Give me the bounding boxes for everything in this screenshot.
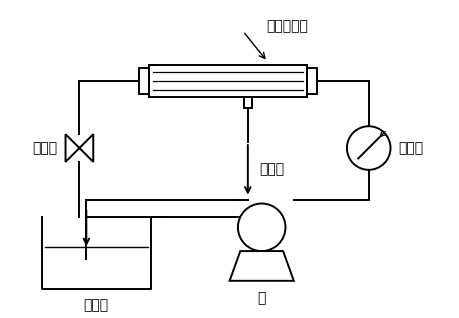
Bar (244, 96, 252, 108)
Polygon shape (66, 134, 79, 162)
Circle shape (238, 204, 285, 251)
Text: 储液槽: 储液槽 (84, 299, 109, 313)
Text: 渗透液: 渗透液 (260, 162, 285, 176)
Text: 调压阀: 调压阀 (33, 141, 57, 155)
Text: 复合纳滤膜: 复合纳滤膜 (267, 19, 308, 33)
Polygon shape (79, 134, 93, 162)
Polygon shape (230, 251, 294, 281)
Text: 压力表: 压力表 (398, 141, 424, 155)
Circle shape (347, 126, 391, 170)
Bar (307, 68, 317, 93)
Bar (139, 68, 149, 93)
Text: 泵: 泵 (257, 291, 266, 305)
Bar (149, 65, 307, 96)
